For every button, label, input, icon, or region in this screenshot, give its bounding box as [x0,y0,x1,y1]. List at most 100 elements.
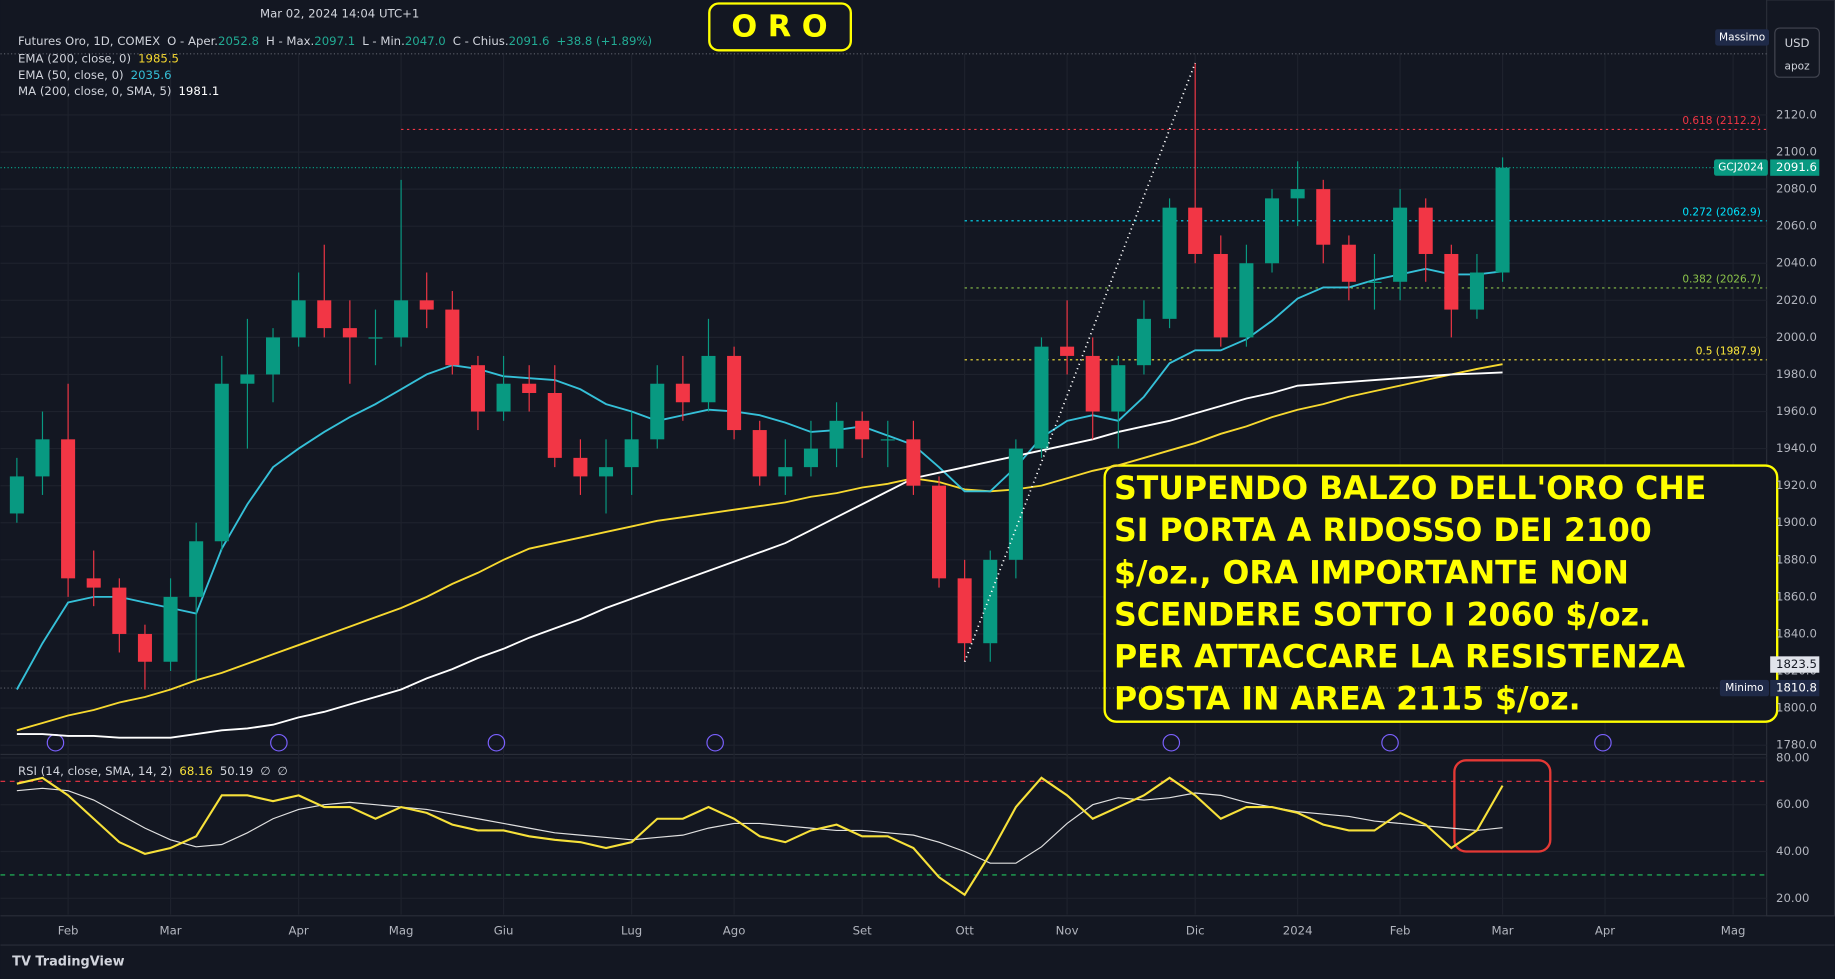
symbol-label: GCJ2024 [1718,162,1764,174]
rsi-value: 68.16 [179,763,212,777]
candle-body [189,541,204,597]
annotation-line: SCENDERE SOTTO I 2060 $/oz. [1114,597,1651,633]
y-tick-label: 1840.0 [1776,626,1817,640]
candle-body [1162,207,1177,319]
candle-body [342,328,357,338]
candle-body [317,300,332,329]
min-value-tag [1770,679,1820,697]
candle-body [855,420,870,440]
indicator-line [16,267,1503,690]
price-axis [1766,0,1835,917]
rsi-highlight [1453,759,1552,853]
x-tick-label: Feb [58,924,79,938]
candle-body [1239,263,1254,338]
y-tick-label: 1800.0 [1776,701,1817,715]
cursor-tag [1770,656,1820,673]
legend-item: O - Aper. [167,33,218,47]
legend-item: 2097.1 [314,33,355,47]
brand-name: TradingView [35,954,124,969]
y-tick-label: 2060.0 [1776,219,1817,233]
y-tick-label: 1860.0 [1776,589,1817,603]
legend-item: +38.8 (+1.89%) [557,33,653,47]
x-tick-label: Lug [621,924,642,938]
rsi-line [16,787,1503,864]
candle-body [932,485,947,579]
indicator-name: MA (200, close, 0, SMA, 5) [18,84,171,98]
min-tag [1719,679,1770,697]
rsi-value: ∅ [278,763,288,777]
max-label: Massimo [1719,31,1765,43]
candle-body [86,578,101,588]
cursor-price: 1823.5 [1776,657,1817,671]
legend-item: C - Chius. [453,33,509,47]
y-tick-label: 2100.0 [1776,145,1817,159]
candle-body [752,430,767,477]
y-tick-label: 2020.0 [1776,293,1817,307]
y-tick-label: 2040.0 [1776,256,1817,270]
candle-body [1188,207,1203,254]
event-icon[interactable] [706,733,724,752]
fib-label: 0.272 (2062.9) [1682,207,1760,219]
candle-body [1008,448,1023,560]
indicator-name: EMA (50, close, 0) [18,67,124,81]
indicator-legend: MA (200, close, 0, SMA, 5) 1981.1 [18,84,219,98]
legend-item: 2091.6 [509,33,550,47]
x-tick-label: Feb [1390,924,1411,938]
x-tick-label: Apr [1595,924,1615,938]
x-tick-label: Dic [1186,924,1205,938]
title-box [708,2,852,52]
candle-body [1290,189,1305,199]
candle-body [547,392,562,458]
candle-body [1265,198,1280,264]
candle-body [419,300,434,310]
event-icon[interactable] [1162,733,1181,752]
candle-body [240,374,255,384]
event-icon[interactable] [1594,733,1612,752]
y-tick-label: 2080.0 [1776,182,1817,196]
candle-body [368,337,383,339]
annotation-line: SI PORTA A RIDOSSO DEI 2100 [1114,513,1652,549]
legend-main: Futures Oro, 1D, COMEX O - Aper.2052.8 H -… [18,33,652,47]
symbol-tag [1714,159,1768,176]
currency-box[interactable] [1774,27,1820,78]
candle-body [573,457,588,477]
event-icon[interactable] [270,733,288,752]
indicator-value: 1985.5 [138,51,179,65]
min-value: 1810.8 [1776,681,1817,695]
indicator-name: EMA (200, close, 0) [18,51,131,65]
y-tick-label: 1960.0 [1776,404,1817,418]
annotation-line: $/oz., ORA IMPORTANTE NON [1114,555,1629,591]
candle-body [880,439,895,441]
legend-item: H - Max. [266,33,314,47]
brand-logo: TV [12,954,35,969]
candle-body [9,476,24,514]
candle-body [803,448,818,468]
event-icon[interactable] [487,733,506,752]
rsi-tick-label: 40.00 [1776,844,1809,858]
y-tick-label: 1980.0 [1776,367,1817,381]
y-tick-label: 1920.0 [1776,478,1817,492]
candle-body [1418,207,1433,254]
candle-body [394,300,409,338]
candle-body [727,355,742,431]
candle-body [1136,318,1151,366]
rsi-tick-label: 80.00 [1776,750,1809,764]
event-icon[interactable] [1381,733,1399,752]
candle-body [163,596,178,662]
datetime: Mar 02, 2024 14:04 UTC+1 [260,7,419,21]
candle-body [957,578,972,644]
candle-body [61,439,76,579]
candle-body [522,383,537,393]
candle-body [1111,365,1126,412]
candle-body [1085,355,1100,412]
x-tick-label: Set [853,924,873,938]
candle-body [266,337,281,375]
candle-body [983,559,998,644]
legend-item: 2047.0 [405,33,446,47]
fib-label: 0.382 (2026.7) [1682,274,1760,286]
candle-body [137,633,152,662]
fib-label: 0.618 (2112.2) [1682,115,1760,127]
candle-body [1444,253,1459,310]
